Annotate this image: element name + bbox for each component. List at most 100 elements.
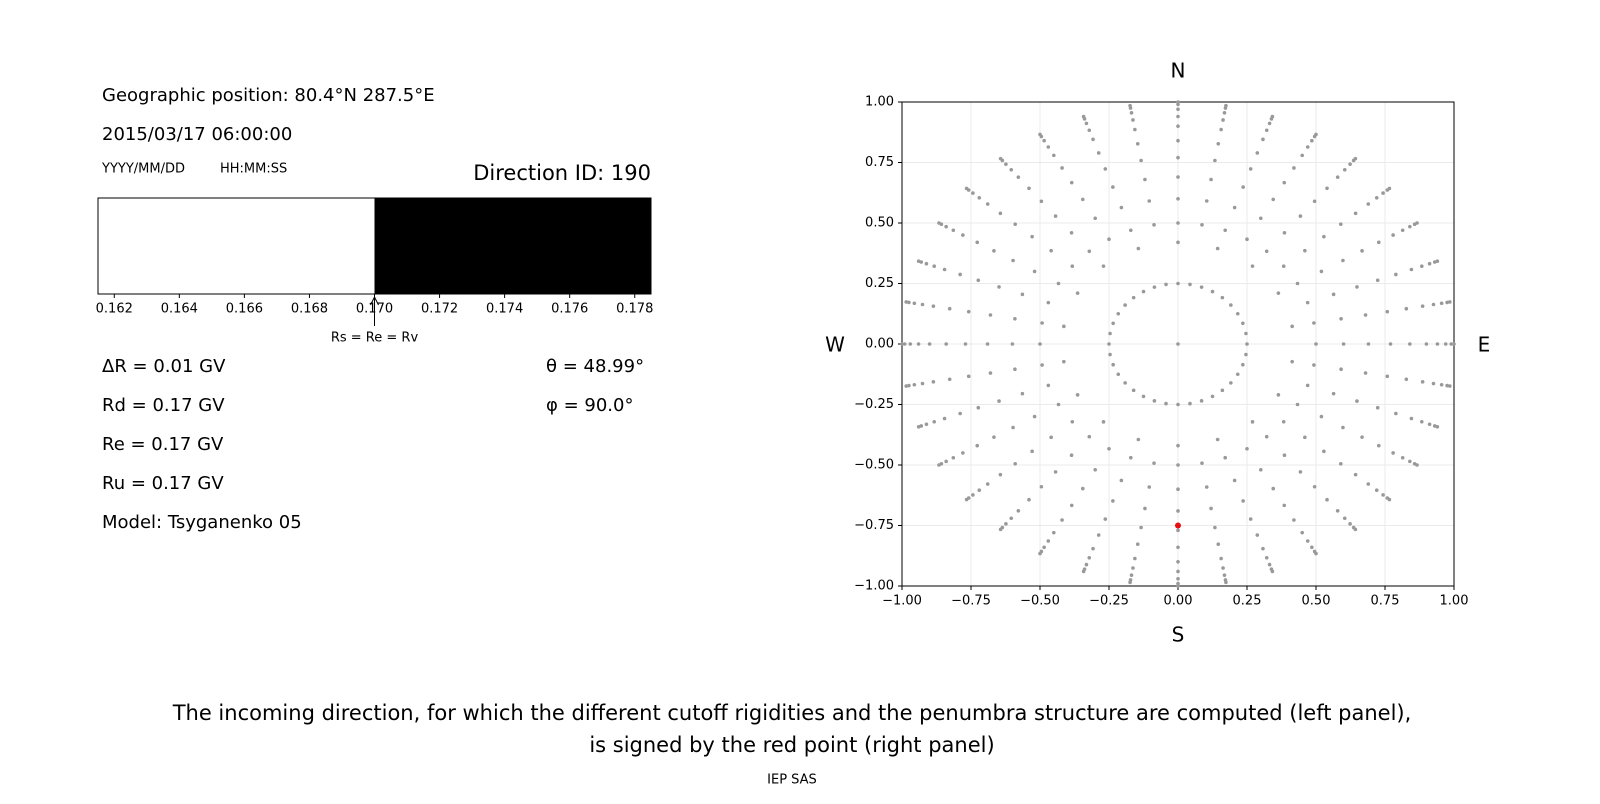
direction-point bbox=[1312, 321, 1316, 325]
direction-point bbox=[1248, 167, 1253, 171]
direction-point bbox=[1013, 222, 1018, 227]
penumbra-segment bbox=[374, 198, 651, 294]
direction-point bbox=[1042, 545, 1046, 550]
direction-point bbox=[1093, 467, 1097, 472]
direction-point bbox=[976, 278, 981, 283]
direction-point bbox=[1400, 455, 1405, 460]
direction-point bbox=[1084, 562, 1089, 567]
direction-point bbox=[1111, 185, 1115, 189]
direction-point bbox=[1128, 103, 1132, 108]
direction-point bbox=[1219, 556, 1223, 561]
direction-point bbox=[1292, 166, 1296, 170]
direction-point bbox=[1210, 289, 1215, 294]
direction-point bbox=[1300, 530, 1304, 535]
direction-point bbox=[1250, 264, 1255, 268]
direction-point bbox=[907, 383, 911, 388]
direction-point bbox=[1267, 562, 1272, 567]
direction-point bbox=[1136, 437, 1141, 442]
direction-point bbox=[1355, 399, 1359, 403]
direction-point bbox=[920, 381, 925, 386]
direction-point bbox=[1069, 180, 1074, 185]
direction-point bbox=[1445, 300, 1449, 305]
direction-point bbox=[1164, 282, 1168, 287]
direction-point bbox=[1060, 518, 1064, 522]
x-tick-label: 0.176 bbox=[551, 302, 588, 317]
direction-point bbox=[997, 285, 1001, 289]
direction-point bbox=[1101, 264, 1106, 268]
direction-point bbox=[1204, 485, 1209, 489]
direction-point bbox=[1176, 124, 1180, 128]
direction-point bbox=[1056, 402, 1061, 407]
direction-point bbox=[1282, 230, 1287, 235]
direction-point bbox=[998, 211, 1003, 216]
direction-point bbox=[1108, 331, 1112, 336]
direction-point bbox=[944, 342, 948, 346]
y-tick-label: 1.00 bbox=[865, 95, 894, 110]
direction-point bbox=[1046, 539, 1051, 543]
direction-point bbox=[977, 195, 982, 200]
direction-point bbox=[1087, 249, 1092, 254]
direction-point bbox=[1298, 214, 1303, 218]
direction-point bbox=[1101, 420, 1106, 424]
direction-point bbox=[1223, 228, 1227, 233]
direction-point bbox=[1342, 167, 1347, 172]
direction-point bbox=[1013, 367, 1017, 372]
direction-point bbox=[947, 377, 952, 382]
direction-point bbox=[931, 304, 936, 308]
direction-point bbox=[1053, 214, 1058, 218]
direction-point bbox=[1224, 103, 1228, 108]
direction-point bbox=[1152, 285, 1157, 289]
model: Model: Tsyganenko 05 bbox=[102, 512, 302, 533]
direction-point bbox=[966, 309, 971, 314]
direction-point bbox=[1176, 114, 1180, 119]
direction-point bbox=[1069, 503, 1074, 508]
direction-point bbox=[1139, 525, 1143, 530]
direction-point bbox=[912, 382, 917, 387]
direction-point bbox=[1261, 546, 1265, 551]
direction-point bbox=[1241, 185, 1245, 189]
direction-point bbox=[1276, 291, 1281, 295]
direction-point bbox=[988, 371, 993, 375]
direction-point bbox=[1409, 416, 1414, 421]
direction-point bbox=[971, 493, 975, 497]
direction-point bbox=[1244, 331, 1248, 336]
direction-point bbox=[1129, 111, 1134, 115]
direction-point bbox=[1176, 155, 1180, 160]
direction-point bbox=[1338, 222, 1343, 227]
direction-point bbox=[1427, 261, 1432, 266]
direction-point bbox=[1264, 434, 1269, 439]
direction-point bbox=[1409, 267, 1414, 272]
y-tick-label: 0.25 bbox=[865, 276, 894, 291]
direction-point bbox=[1222, 111, 1227, 115]
direction-point bbox=[1131, 566, 1135, 570]
direction-point bbox=[958, 411, 962, 416]
direction-point bbox=[1087, 555, 1092, 560]
direction-point bbox=[1046, 383, 1051, 388]
direction-point bbox=[1374, 195, 1379, 200]
direction-point bbox=[1267, 121, 1272, 126]
direction-point bbox=[1290, 324, 1294, 329]
direction-point bbox=[1281, 419, 1286, 424]
direction-point bbox=[1419, 420, 1424, 424]
direction-point bbox=[1295, 281, 1300, 286]
direction-point bbox=[920, 302, 925, 307]
direction-point bbox=[947, 306, 952, 311]
compass-label: E bbox=[1478, 333, 1491, 357]
direction-point bbox=[1052, 530, 1056, 535]
direction-point bbox=[1241, 499, 1245, 503]
direction-point bbox=[1107, 342, 1111, 346]
direction-point bbox=[1152, 461, 1156, 465]
direction-point bbox=[1070, 419, 1075, 424]
direction-point bbox=[1404, 377, 1409, 382]
direction-point bbox=[937, 221, 941, 225]
direction-point bbox=[1210, 394, 1215, 399]
direction-point bbox=[1366, 482, 1371, 486]
direction-point bbox=[1282, 453, 1287, 458]
direction-point bbox=[924, 422, 929, 427]
direction-point bbox=[1200, 223, 1204, 227]
x-tick-label: 0.172 bbox=[421, 302, 458, 317]
direction-point bbox=[971, 191, 975, 195]
direction-point bbox=[1241, 362, 1245, 367]
x-tick-label: −0.25 bbox=[1089, 594, 1129, 609]
direction-point bbox=[1200, 461, 1204, 465]
